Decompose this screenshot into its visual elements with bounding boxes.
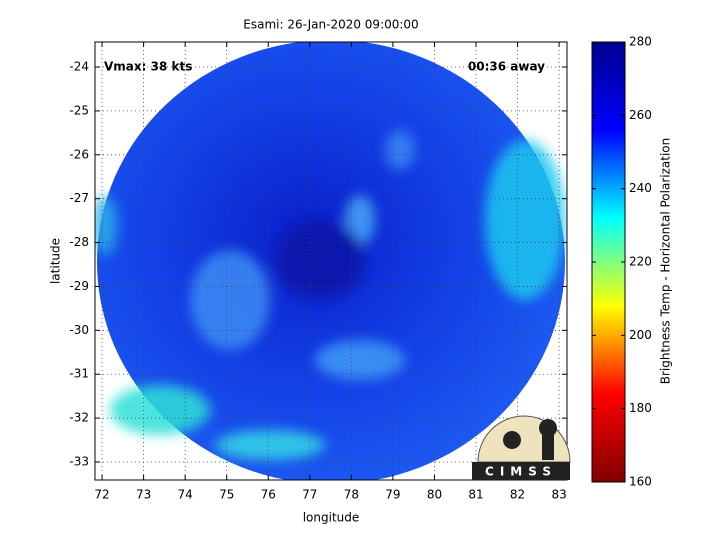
annotation: Vmax: 38 kts [104, 60, 192, 74]
y-tick-label: -31 [69, 367, 89, 381]
logo: CIMSS [472, 415, 571, 480]
y-tick-label: -30 [69, 323, 89, 337]
colorbar-tick-label: 240 [629, 181, 652, 195]
x-tick-label: 74 [178, 488, 193, 502]
y-tick-label: -29 [69, 279, 89, 293]
x-tick-label: 79 [385, 488, 400, 502]
x-tick-label: 80 [427, 488, 442, 502]
x-tick-label: 76 [261, 488, 276, 502]
satellite-image [95, 42, 565, 480]
y-tick-label: -26 [69, 147, 89, 161]
x-axis-label: longitude [303, 511, 360, 525]
x-tick-label: 75 [219, 488, 234, 502]
colorbar-tick-label: 160 [629, 475, 652, 489]
colorbar-label: Brightness Temp - Horizontal Polarizatio… [659, 138, 673, 385]
x-tick-label: 72 [94, 488, 109, 502]
x-tick-label: 82 [510, 488, 525, 502]
y-tick-label: -24 [69, 60, 89, 74]
axes [95, 42, 567, 480]
y-axis-label: latitude [49, 238, 63, 284]
y-tick-label: -27 [69, 191, 89, 205]
colorbar-tick-label: 280 [629, 35, 652, 49]
y-tick-label: -28 [69, 235, 89, 249]
x-tick-label: 78 [344, 488, 359, 502]
colorbar-tick-label: 180 [629, 401, 652, 415]
colorbar-tick-label: 260 [629, 108, 652, 122]
logo-text: CIMSS [485, 465, 557, 479]
x-tick-label: 83 [551, 488, 566, 502]
y-tick-label: -25 [69, 103, 89, 117]
colorbar [591, 41, 626, 483]
chart-title: Esami: 26-Jan-2020 09:00:00 [243, 18, 418, 32]
plot-frame [94, 41, 568, 481]
x-tick-label: 73 [136, 488, 151, 502]
x-tick-label: 81 [468, 488, 483, 502]
annotation: 00:36 away [468, 60, 545, 74]
colorbar-tick-label: 220 [629, 255, 652, 269]
y-tick-label: -32 [69, 411, 89, 425]
x-tick-label: 77 [302, 488, 317, 502]
colorbar-tick-label: 200 [629, 328, 652, 342]
y-tick-label: -33 [69, 455, 89, 469]
